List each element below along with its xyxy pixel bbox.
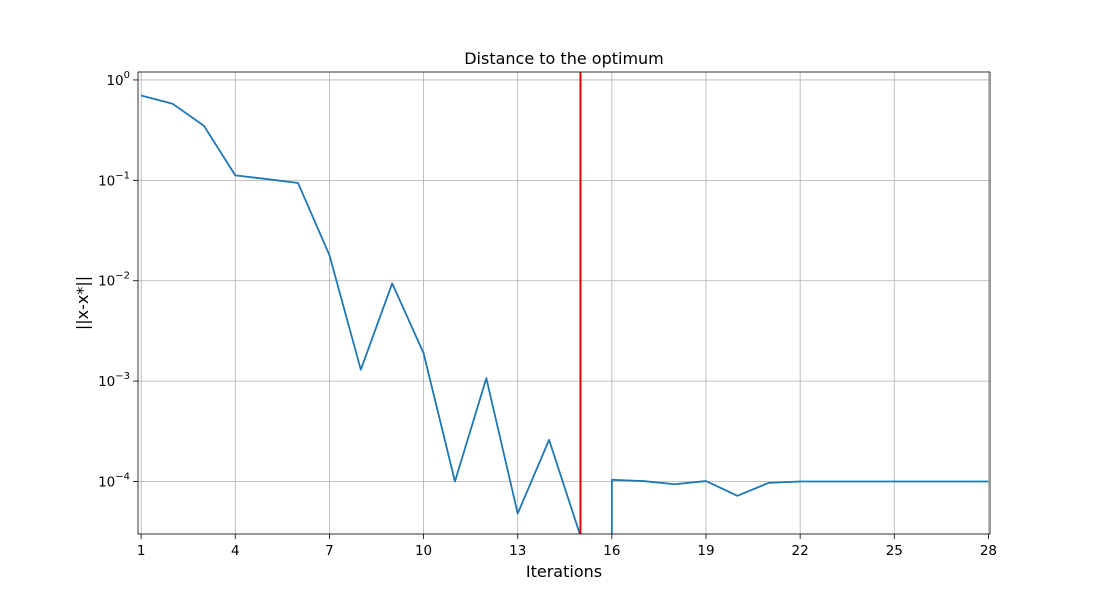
x-axis-title: Iterations [526, 562, 602, 581]
x-tick-label: 16 [603, 543, 620, 559]
x-tick-label: 13 [509, 543, 526, 559]
y-tick-label: 100 [106, 70, 130, 89]
x-tick-label: 7 [325, 543, 334, 559]
y-tick-label: 10−3 [98, 371, 130, 390]
plot-area [140, 72, 989, 534]
chart-title: Distance to the optimum [464, 49, 664, 68]
x-tick-label: 22 [792, 543, 809, 559]
y-axis-title: ||x-x*|| [73, 276, 92, 330]
y-tick-label: 10−4 [98, 472, 130, 491]
x-tick-label: 1 [137, 543, 146, 559]
x-tick-label: 10 [415, 543, 432, 559]
y-tick-label: 10−1 [98, 170, 130, 189]
x-tick-label: 25 [886, 543, 903, 559]
x-tick-label: 28 [980, 543, 997, 559]
x-tick-label: 19 [697, 543, 714, 559]
x-tick-label: 4 [231, 543, 240, 559]
series-line [140, 94, 989, 534]
plot-frame [137, 71, 991, 535]
ticks: 1 4 7 10 13 16 19 22 25 28 10−4 10−3 10−2 10−1 100 [98, 70, 997, 559]
grid [138, 72, 990, 534]
y-tick-label: 10−2 [98, 271, 130, 290]
